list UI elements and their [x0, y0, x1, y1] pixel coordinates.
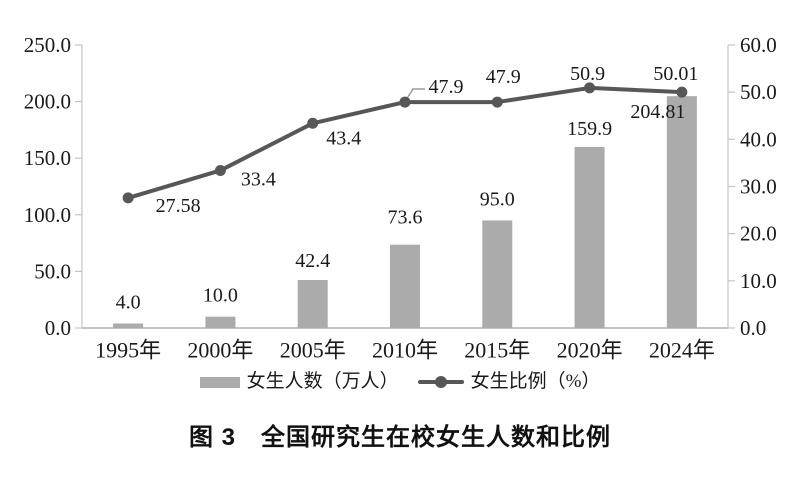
category-label: 2005年 [280, 338, 346, 363]
right-axis-tick-label: 60.0 [740, 33, 777, 57]
line-value-label: 33.4 [241, 168, 276, 190]
bar-value-label: 204.81 [630, 101, 685, 123]
bar-2000年 [205, 316, 236, 328]
bar-2024年 [666, 96, 697, 328]
right-axis-tick-label: 30.0 [740, 175, 777, 199]
right-axis-tick-label: 0.0 [740, 316, 766, 340]
line-value-label: 43.4 [326, 127, 361, 149]
left-axis-tick-label: 150.0 [24, 146, 71, 170]
line-point-2000年 [214, 164, 226, 176]
left-axis-tick-label: 50.0 [34, 259, 71, 283]
line-value-label: 47.9 [486, 66, 521, 88]
line-series-swatch-icon [417, 376, 464, 388]
line-point-1995年 [122, 192, 134, 204]
chart-legend: 女生人数（万人） 女生比例（%） [0, 368, 800, 396]
left-axis-tick-label: 200.0 [24, 90, 71, 114]
bar-value-label: 73.6 [388, 207, 423, 229]
left-axis-tick-label: 0.0 [45, 316, 71, 340]
category-label: 2020年 [557, 338, 623, 363]
label-leader-line [405, 88, 425, 101]
bar-value-label: 10.0 [203, 285, 238, 307]
line-point-2015年 [491, 96, 503, 108]
line-point-2005年 [307, 117, 319, 129]
combo-chart: 0.0 50.0 100.0 150.0 200.0 250.0 0.0 10.0 20.0 30… [24, 33, 777, 363]
bar-value-label: 159.9 [567, 118, 612, 140]
bar-2010年 [390, 244, 420, 328]
figure-caption: 图 3 全国研究生在校女生人数和比例 [188, 424, 611, 451]
right-axis-tick-label: 50.0 [740, 80, 777, 104]
category-label: 2015年 [464, 338, 530, 363]
line-point-2024年 [676, 86, 688, 98]
right-axis-tick-label: 40.0 [740, 127, 777, 151]
line-point-2010年 [399, 96, 411, 108]
line-value-label: 50.01 [653, 63, 698, 85]
bar-1995年 [113, 323, 144, 328]
bar-2015年 [482, 220, 513, 328]
bar-2020年 [574, 146, 605, 328]
category-label: 1995年 [95, 338, 161, 363]
right-axis-tick-label: 20.0 [740, 222, 777, 246]
line-value-label: 50.9 [570, 63, 605, 85]
bar-series-label: 女生人数（万人） [246, 371, 399, 392]
bar-value-label: 42.4 [295, 250, 330, 272]
bar-series-swatch-icon [199, 376, 240, 388]
left-axis-tick-label: 250.0 [24, 33, 71, 57]
left-axis-tick-label: 100.0 [24, 203, 71, 227]
category-label: 2010年 [372, 338, 438, 363]
line-point-2020年 [584, 82, 596, 94]
line-series-label: 女生比例（%） [470, 371, 601, 392]
line-series-dot-icon [434, 376, 447, 388]
bar-2005年 [297, 280, 328, 328]
line-value-label: 27.58 [156, 195, 201, 217]
right-axis-tick-label: 10.0 [740, 269, 777, 293]
category-label: 2024年 [649, 338, 715, 363]
category-label: 2000年 [187, 338, 253, 363]
bar-value-label: 4.0 [116, 291, 141, 313]
bar-value-label: 95.0 [480, 188, 515, 210]
line-value-label: 47.9 [429, 76, 464, 98]
